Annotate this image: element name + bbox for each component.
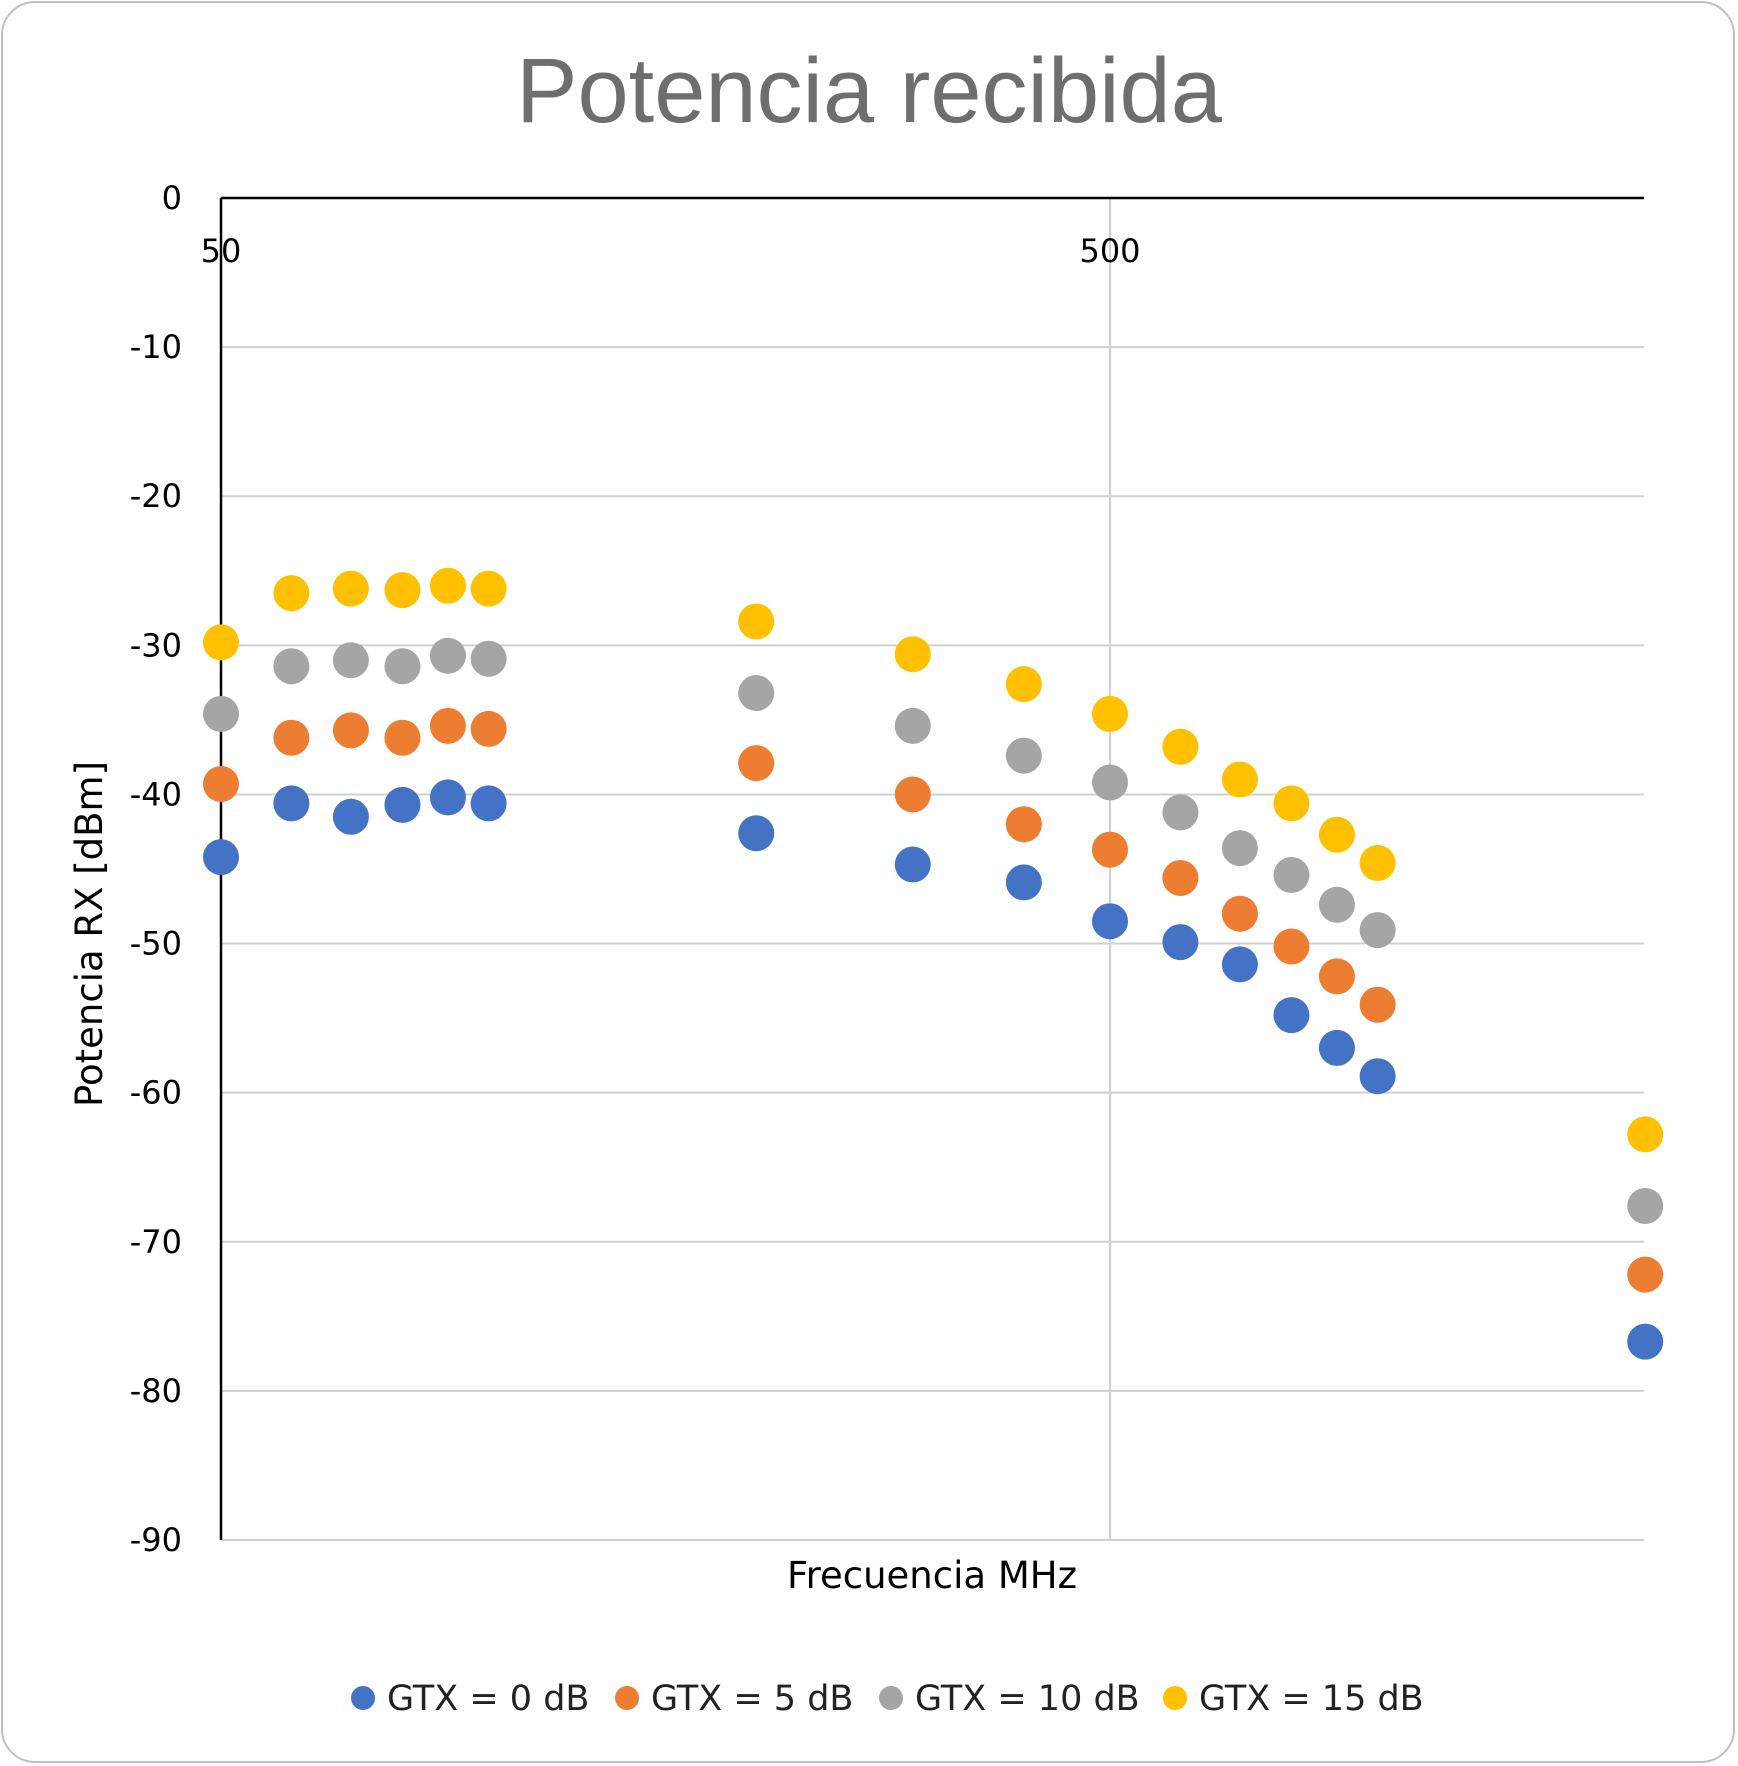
x-tick-label: 500 (1079, 232, 1140, 270)
data-point-series-4 (332, 570, 369, 607)
data-point-series-3 (1092, 764, 1128, 801)
data-point-series-3 (1359, 912, 1396, 949)
data-point-series-1 (1318, 1029, 1355, 1066)
data-point-series-3 (1627, 1187, 1664, 1224)
data-point-series-3 (429, 637, 466, 674)
x-tick-label: 50 (201, 232, 242, 270)
gridlines (221, 198, 1644, 1541)
data-point-series-1 (1273, 997, 1310, 1034)
data-point-series-2 (273, 719, 310, 756)
data-point-series-2 (1092, 831, 1128, 868)
data-point-series-4 (738, 603, 775, 640)
data-point-series-1 (738, 815, 775, 852)
data-point-series-4 (1359, 845, 1396, 882)
data-point-series-1 (1092, 903, 1128, 940)
data-point-series-1 (894, 846, 931, 883)
legend-marker-icon (879, 1686, 903, 1710)
data-point-series-4 (429, 567, 466, 604)
legend-marker-icon (1163, 1686, 1187, 1710)
y-tick-label: -10 (130, 328, 182, 366)
data-point-series-4 (1221, 761, 1258, 798)
y-tick-label: -80 (130, 1372, 182, 1410)
data-point-series-2 (203, 766, 239, 803)
data-point-series-1 (203, 839, 239, 876)
x-tick-labels: 50 500 (201, 232, 1141, 270)
data-point-series-1 (1359, 1058, 1396, 1095)
chart-title: Potencia recibida (516, 40, 1223, 142)
data-point-series-2 (1005, 806, 1042, 843)
data-point-series-2 (332, 712, 369, 749)
data-point-series-4 (1627, 1116, 1664, 1153)
data-point-series-2 (1162, 859, 1199, 896)
data-point-series-3 (1318, 886, 1355, 923)
data-point-series-1 (273, 785, 310, 822)
data-point-series-2 (1273, 928, 1310, 965)
data-point-series-1 (429, 779, 466, 816)
data-point-series-3 (1162, 794, 1199, 831)
data-point-series-3 (384, 648, 421, 685)
data-point-series-3 (1221, 830, 1258, 867)
data-point-series-4 (1273, 785, 1310, 822)
data-point-series-2 (894, 776, 931, 813)
y-tick-label: -20 (130, 477, 182, 515)
y-tick-label: -50 (130, 925, 182, 963)
legend-item: GTX = 5 dB (615, 1679, 853, 1719)
x-axis-label: Frecuencia MHz (787, 1554, 1077, 1597)
data-point-series-1 (332, 798, 369, 835)
y-tick-label: 0 (162, 179, 182, 217)
data-point-series-3 (1273, 856, 1310, 893)
axes (219, 196, 1644, 1540)
data-point-series-2 (1221, 895, 1258, 932)
y-axis-label: Potencia RX [dBm] (68, 761, 111, 1107)
legend-item: GTX = 10 dB (879, 1679, 1140, 1719)
y-tick-label: -70 (130, 1223, 182, 1261)
data-point-series-4 (894, 636, 931, 673)
data-point-series-1 (384, 786, 421, 823)
y-tick-labels: 0 -10 -20 -30 -40 -50 -60 -70 -80 -90 (130, 179, 182, 1559)
y-tick-label: -60 (130, 1074, 182, 1112)
data-point-series-2 (429, 707, 466, 744)
data-point-series-3 (470, 640, 507, 677)
legend-label: GTX = 5 dB (651, 1679, 853, 1719)
data-point-series-2 (1359, 986, 1396, 1023)
data-point-series-3 (332, 642, 369, 679)
data-point-series-1 (1005, 864, 1042, 901)
data-point-series-4 (203, 624, 239, 661)
data-point-series-4 (1005, 666, 1042, 703)
legend-label: GTX = 15 dB (1199, 1679, 1424, 1719)
data-point-series-4 (470, 570, 507, 607)
data-point-series-4 (1162, 728, 1199, 765)
y-tick-label: -40 (130, 775, 182, 813)
legend-label: GTX = 0 dB (387, 1679, 589, 1719)
data-point-series-1 (470, 785, 507, 822)
data-point-series-1 (1162, 924, 1199, 961)
legend-marker-icon (615, 1686, 639, 1710)
legend-item: GTX = 0 dB (351, 1679, 589, 1719)
data-point-series-2 (470, 710, 507, 747)
data-point-series-4 (384, 572, 421, 609)
data-point-series-2 (1318, 958, 1355, 995)
data-point-series-3 (894, 707, 931, 744)
data-point-series-4 (1318, 816, 1355, 853)
legend: GTX = 0 dB GTX = 5 dB GTX = 10 dB GTX = 15 … (351, 1679, 1424, 1719)
legend-item: GTX = 15 dB (1163, 1679, 1424, 1719)
data-point-series-4 (1092, 695, 1128, 732)
data-point-series-2 (1627, 1256, 1664, 1293)
data-point-series-2 (384, 719, 421, 756)
data-point-series-3 (203, 695, 239, 732)
data-point-series-1 (1627, 1323, 1664, 1360)
y-tick-label: -30 (130, 626, 182, 664)
legend-marker-icon (351, 1686, 375, 1710)
data-point-series-1 (1221, 946, 1258, 983)
data-point-series-4 (273, 575, 310, 612)
data-point-series-2 (738, 745, 775, 782)
y-tick-label: -90 (130, 1521, 182, 1559)
data-point-series-3 (273, 648, 310, 685)
legend-label: GTX = 10 dB (915, 1679, 1140, 1719)
data-points (203, 567, 1664, 1360)
data-point-series-3 (1005, 737, 1042, 774)
data-point-series-3 (738, 675, 775, 712)
